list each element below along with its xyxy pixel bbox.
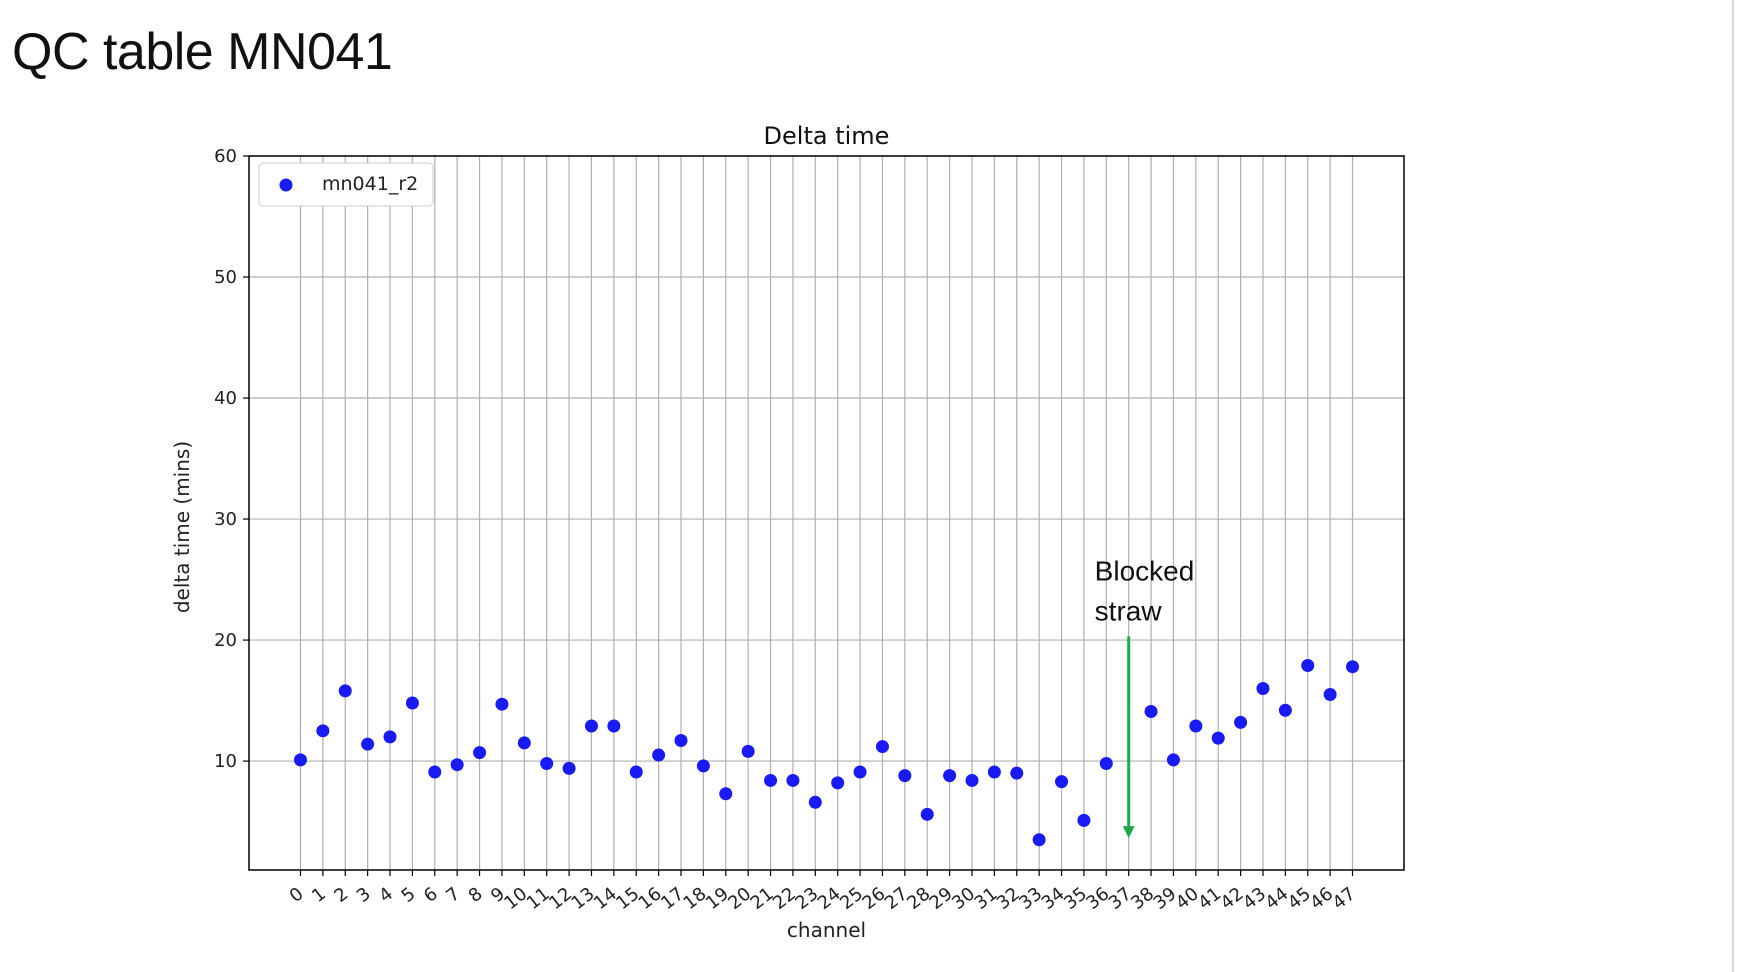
data-point — [965, 773, 979, 787]
data-point — [875, 740, 889, 754]
data-point — [786, 773, 800, 787]
data-point — [943, 769, 957, 783]
x-tick-label: 5 — [398, 883, 420, 907]
data-point — [719, 787, 733, 801]
data-point — [473, 746, 487, 760]
y-tick-label: 40 — [214, 388, 237, 409]
data-point — [652, 748, 666, 762]
chart-title: Delta time — [764, 122, 890, 150]
x-tick-label: 0 — [286, 883, 308, 907]
data-point — [808, 795, 822, 809]
x-tick-label: 3 — [353, 883, 375, 907]
annotation-text: Blocked — [1095, 555, 1195, 586]
grid-lines — [249, 155, 1404, 870]
data-point — [316, 724, 330, 738]
x-tick-label: 47 — [1329, 883, 1360, 914]
data-point — [562, 761, 576, 775]
data-point — [1099, 757, 1113, 771]
data-point — [1346, 660, 1360, 674]
x-tick-label: 7 — [442, 883, 464, 907]
data-point — [1211, 731, 1225, 745]
data-point — [293, 753, 307, 767]
y-tick-label: 50 — [214, 267, 237, 288]
data-point — [1278, 703, 1292, 717]
data-point — [1077, 813, 1091, 827]
x-tick-label: 8 — [465, 883, 487, 907]
data-point — [764, 773, 778, 787]
data-point — [540, 757, 554, 771]
data-point — [607, 719, 621, 733]
data-point — [898, 769, 912, 783]
y-tick-label: 60 — [214, 146, 237, 167]
data-point — [1055, 775, 1069, 789]
data-point — [584, 719, 598, 733]
data-point — [1010, 766, 1024, 780]
x-tick-label: 6 — [420, 883, 442, 907]
x-tick-label: 4 — [375, 883, 397, 907]
annotation: Blocked straw — [1095, 555, 1195, 839]
data-point — [1032, 833, 1046, 847]
data-point — [1301, 658, 1315, 672]
data-point — [361, 737, 375, 751]
series-points — [293, 658, 1360, 847]
data-point — [674, 734, 688, 748]
data-point — [741, 744, 755, 758]
data-point — [428, 765, 442, 779]
y-tick-label: 20 — [214, 630, 237, 651]
data-point — [1256, 681, 1270, 695]
data-point — [920, 807, 934, 821]
data-point — [517, 736, 531, 750]
data-point — [338, 684, 352, 698]
data-point — [450, 758, 464, 772]
data-point — [696, 759, 710, 773]
slide-edge-divider — [1732, 0, 1734, 972]
annotation-text: straw — [1095, 595, 1163, 626]
data-point — [383, 730, 397, 744]
data-point — [1144, 704, 1158, 718]
annotation-arrow-head — [1122, 826, 1135, 839]
legend-label: mn041_r2 — [322, 173, 418, 195]
legend-marker — [279, 178, 293, 192]
slide-title: QC table MN041 — [12, 23, 393, 81]
x-tick-label: 2 — [330, 883, 352, 907]
data-point — [1234, 715, 1248, 729]
data-point — [1189, 719, 1203, 733]
y-tick-label: 10 — [214, 751, 237, 772]
y-axis: 10 20 30 40 50 60 — [214, 146, 249, 772]
data-point — [1166, 753, 1180, 767]
legend-box — [258, 162, 434, 207]
x-axis-label: channel — [787, 918, 866, 942]
data-point — [831, 776, 845, 790]
data-point — [405, 696, 419, 710]
x-axis: 0 1 2 3 4 5 6 7 8 9101112131415161718192021222324… — [286, 870, 1360, 914]
data-point — [987, 765, 1001, 779]
data-point — [629, 765, 643, 779]
y-tick-label: 30 — [214, 509, 237, 530]
x-tick-label: 1 — [308, 883, 330, 907]
data-point — [495, 697, 509, 711]
legend: mn041_r2 — [258, 162, 434, 207]
data-point — [1323, 688, 1337, 702]
plot-frame — [248, 155, 1405, 871]
data-point — [853, 765, 867, 779]
y-axis-label: delta time (mins) — [170, 441, 194, 613]
